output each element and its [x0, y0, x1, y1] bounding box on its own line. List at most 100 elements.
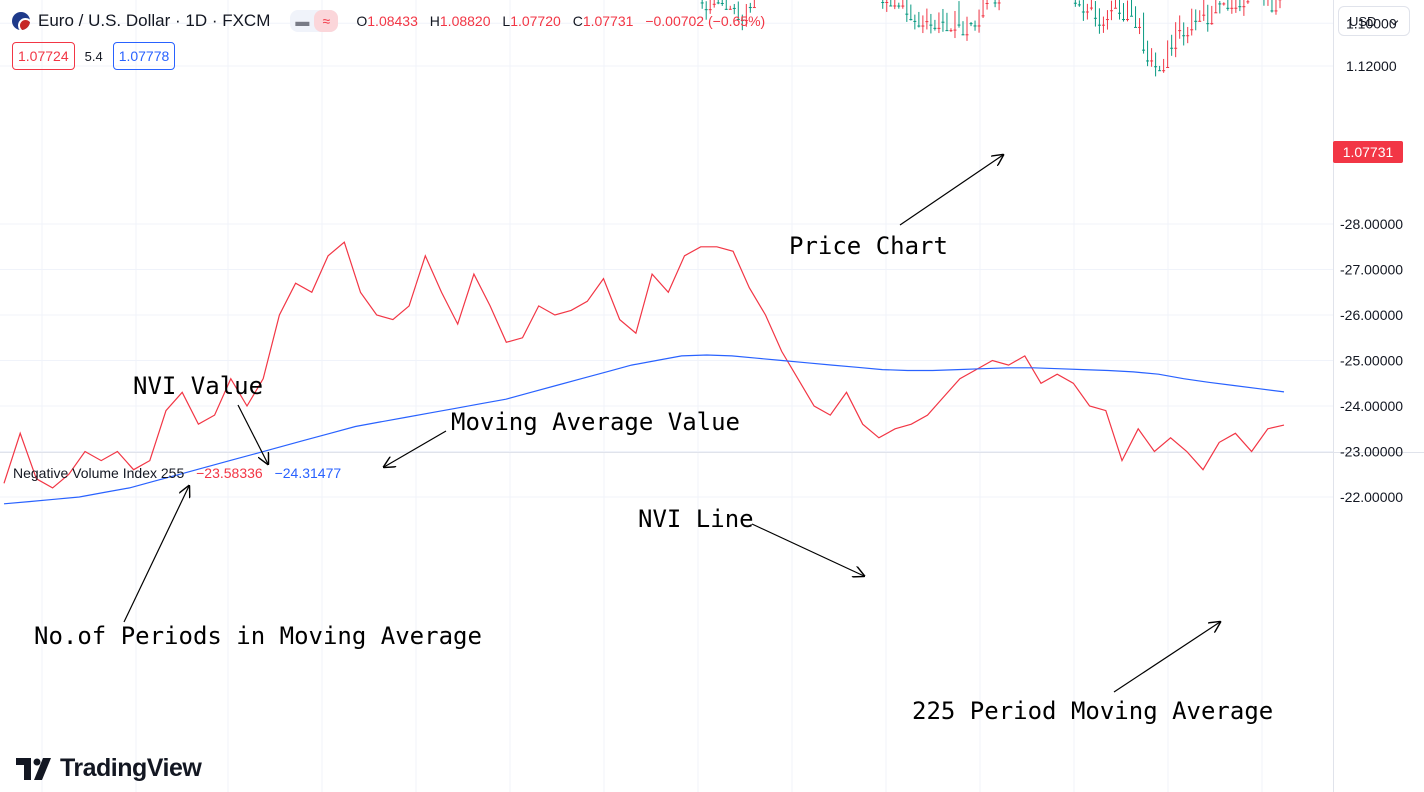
candle-body [1089, 7, 1093, 9]
sell-button[interactable]: 1.07724 [12, 42, 75, 70]
currency-select[interactable]: USD [1338, 6, 1410, 36]
candle-body [1105, 19, 1109, 21]
high-label: H [429, 13, 440, 29]
arrow-nvi-line [751, 523, 864, 576]
candle-body [1206, 23, 1210, 25]
candle-body [889, 5, 893, 7]
arrow-ma-value [384, 430, 447, 467]
candle-body [1093, 17, 1097, 19]
candle-body [1178, 30, 1182, 32]
candle-body [1097, 24, 1101, 26]
candle-body [1186, 35, 1190, 37]
candle-body [881, 2, 885, 4]
candle-body [1230, 7, 1234, 9]
candle-body [752, 7, 756, 9]
visibility-toggle[interactable]: ▬ ≈ [290, 10, 339, 32]
candle-body [897, 5, 901, 7]
candle-body [909, 19, 913, 21]
moving-average-line [3, 354, 1285, 505]
candle-body [1170, 47, 1174, 49]
nvi-axis-tick: -25.00000 [1340, 353, 1403, 369]
indicator-name: Negative Volume Index [13, 465, 157, 481]
candle-body [720, 2, 724, 4]
candle-body [732, 7, 736, 9]
candle-body [1242, 6, 1246, 8]
candle-body [929, 24, 933, 26]
candle-body [1109, 10, 1113, 12]
candle-body [1121, 19, 1125, 21]
candle-body [913, 20, 917, 22]
candle-body [736, 18, 740, 20]
candle-body [1182, 35, 1186, 37]
candle-body [961, 34, 965, 36]
candle-body [941, 21, 945, 23]
candle-body [1226, 7, 1230, 9]
candle-body [997, 2, 1001, 4]
nvi-axis-tick: -23.00000 [1340, 444, 1403, 460]
candle-body [1138, 26, 1142, 28]
candle-body [1270, 10, 1274, 12]
candle-body [1222, 3, 1226, 5]
open-value: 1.08433 [367, 13, 418, 29]
last-price-tag: 1.07731 [1333, 141, 1403, 163]
candle-body [1154, 66, 1158, 68]
candle-body [1158, 70, 1162, 72]
candle-body [1246, 1, 1250, 3]
open-label: O [356, 13, 368, 29]
candle-body [965, 34, 969, 36]
candle-body [957, 24, 961, 26]
change-value: −0.00702 (−0.65%) [645, 13, 766, 29]
nvi-axis-tick: -22.00000 [1340, 489, 1403, 505]
annotation-price-chart: Price Chart [789, 232, 948, 260]
candle-body [748, 7, 752, 9]
ma-value: −24.31477 [274, 465, 342, 481]
candle-body [1274, 10, 1278, 12]
nvi-axis-tick: -28.00000 [1340, 216, 1403, 232]
low-label: L [502, 13, 511, 29]
nvi-axis-tick: -27.00000 [1340, 262, 1403, 278]
candle-body [1190, 29, 1194, 31]
candle-body [893, 5, 897, 7]
candle-body [1194, 20, 1198, 22]
candle-body [724, 8, 728, 10]
candle-body [1146, 60, 1150, 62]
candle-body [1162, 70, 1166, 72]
arrow-nvi-value [237, 404, 268, 464]
spread-value: 5.4 [84, 48, 103, 64]
high-value: 1.08820 [439, 13, 491, 29]
candle-body [945, 30, 949, 32]
candle-body [1077, 4, 1081, 6]
minus-icon[interactable]: ▬ [295, 13, 310, 29]
buy-button[interactable]: 1.07778 [112, 42, 176, 70]
candle-body [985, 2, 989, 4]
candle-body [1081, 11, 1085, 13]
close-value: 1.07731 [582, 13, 634, 29]
candle-body [1218, 3, 1222, 5]
nvi-value: −23.58336 [196, 465, 263, 481]
candle-body [728, 8, 732, 10]
annotation-nvi-value: NVI Value [133, 372, 264, 400]
candle-body [1130, 15, 1134, 17]
indicator-legend[interactable]: Negative Volume Index 255 −23.58336 −24.… [13, 465, 341, 481]
candle-body [1150, 60, 1154, 62]
nvi-axis-tick: -26.00000 [1340, 307, 1403, 323]
tradingview-logo[interactable]: TradingView [16, 754, 202, 783]
nvi-line [3, 241, 1285, 489]
arrow-price-chart [899, 155, 1003, 226]
candle-body [1210, 23, 1214, 25]
candle-body [901, 5, 905, 7]
candle-body [716, 2, 720, 4]
candle-body [740, 20, 744, 22]
candle-body [1126, 19, 1130, 21]
candle-body [937, 27, 941, 29]
candle-body [1166, 66, 1170, 68]
candle-body [917, 25, 921, 27]
candle-body [1174, 47, 1178, 49]
low-value: 1.07720 [510, 13, 561, 29]
candle-body [1117, 12, 1121, 14]
candle-body [700, 2, 704, 4]
symbol-title[interactable]: Euro / U.S. Dollar · 1D · FXCM [38, 11, 271, 30]
wave-icon[interactable]: ≈ [314, 10, 339, 32]
candle-body [1202, 14, 1206, 16]
candle-body [1214, 12, 1218, 14]
